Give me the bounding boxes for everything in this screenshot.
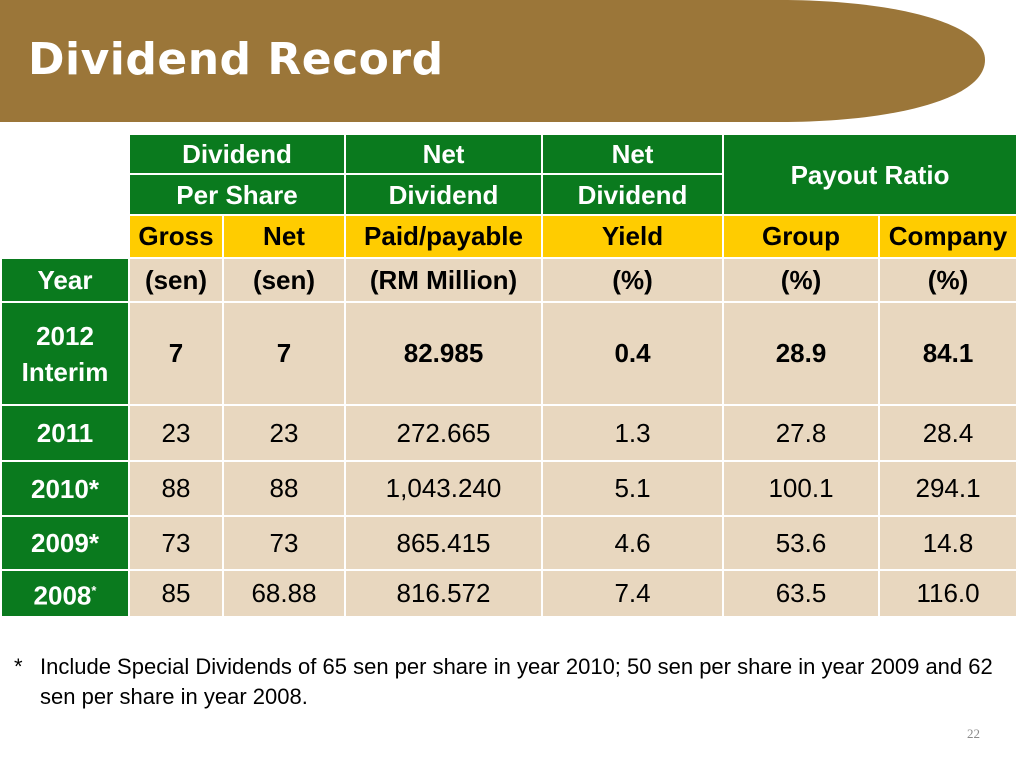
value-cell: 7: [128, 301, 224, 406]
value-cell: 1,043.240: [344, 460, 544, 517]
header-net-dividend-line1: Net: [344, 133, 544, 175]
header-net-dividend-yield-line1: Net: [541, 133, 725, 175]
table-row: 2012 Interim 7 7 82.985 0.4 28.9 84.1: [0, 301, 1019, 406]
value-cell: 294.1: [878, 460, 1019, 517]
subheader-company: Company: [878, 214, 1019, 259]
value-cell: 63.5: [722, 569, 881, 618]
subheader-paid-payable: Paid/payable: [344, 214, 544, 259]
table-row: 2010* 88 88 1,043.240 5.1 100.1 294.1: [0, 460, 1019, 517]
value-cell: 14.8: [878, 515, 1019, 571]
header-net-dividend-yield-line2: Dividend: [541, 173, 725, 216]
footnote-star: *: [14, 654, 23, 679]
corner-blank: [0, 133, 130, 259]
value-cell: 23: [221, 404, 347, 462]
table-row: 2008* 85 68.88 816.572 7.4 63.5 116.0: [0, 569, 1019, 618]
unit-label: (%): [878, 257, 1019, 303]
year-label: 2008: [33, 580, 92, 611]
subheader-gross: Gross: [128, 214, 224, 259]
year-header: Year: [0, 257, 130, 303]
value-cell: 73: [221, 515, 347, 571]
dividend-table: Dividend Net Net Payout Ratio Per Share …: [0, 133, 1019, 618]
value-cell: 272.665: [344, 404, 544, 462]
value-cell: 0.4: [541, 301, 725, 406]
header-payout-ratio: Payout Ratio: [722, 133, 1019, 216]
header-dps-line2: Per Share: [127, 173, 347, 216]
title-banner: [0, 0, 985, 122]
footnote-text: Include Special Dividends of 65 sen per …: [40, 654, 993, 709]
value-cell: 7.4: [541, 569, 725, 618]
value-cell: 28.9: [722, 301, 881, 406]
unit-label: (sen): [128, 257, 224, 303]
subheader-net: Net: [221, 214, 347, 259]
year-cell: 2009*: [0, 515, 130, 571]
year-cell: 2010*: [0, 460, 130, 517]
page-number: 22: [967, 726, 980, 741]
value-cell: 7: [221, 301, 347, 406]
footnote-marker: *: [91, 583, 97, 599]
subheader-yield: Yield: [541, 214, 725, 259]
year-label: 2012: [36, 320, 94, 351]
value-cell: 865.415: [344, 515, 544, 571]
unit-label: (sen): [221, 257, 347, 303]
unit-label: (%): [541, 257, 725, 303]
value-cell: 816.572: [344, 569, 544, 618]
table-row: 2009* 73 73 865.415 4.6 53.6 14.8: [0, 515, 1019, 571]
value-cell: 116.0: [878, 569, 1019, 618]
value-cell: 68.88: [221, 569, 347, 618]
header-dps-line1: Dividend: [127, 133, 347, 175]
value-cell: 88: [128, 460, 224, 517]
value-cell: 82.985: [344, 301, 544, 406]
slide-title: Dividend Record: [28, 34, 444, 85]
unit-label: (%): [722, 257, 881, 303]
year-label-suffix: Interim: [21, 356, 109, 387]
value-cell: 100.1: [722, 460, 881, 517]
year-cell: 2011: [0, 404, 130, 462]
header-net-dividend-line2: Dividend: [344, 173, 544, 216]
value-cell: 84.1: [878, 301, 1019, 406]
unit-label: (RM Million): [344, 257, 544, 303]
value-cell: 53.6: [722, 515, 881, 571]
value-cell: 1.3: [541, 404, 725, 462]
footnote: * Include Special Dividends of 65 sen pe…: [14, 652, 1004, 712]
value-cell: 85: [128, 569, 224, 618]
banner-shape: [0, 0, 985, 122]
value-cell: 88: [221, 460, 347, 517]
table-row: 2011 23 23 272.665 1.3 27.8 28.4: [0, 404, 1019, 462]
value-cell: 5.1: [541, 460, 725, 517]
value-cell: 73: [128, 515, 224, 571]
year-cell: 2012 Interim: [0, 301, 130, 406]
value-cell: 4.6: [541, 515, 725, 571]
subheader-group: Group: [722, 214, 881, 259]
value-cell: 27.8: [722, 404, 881, 462]
value-cell: 28.4: [878, 404, 1019, 462]
year-cell: 2008*: [0, 569, 130, 618]
value-cell: 23: [128, 404, 224, 462]
